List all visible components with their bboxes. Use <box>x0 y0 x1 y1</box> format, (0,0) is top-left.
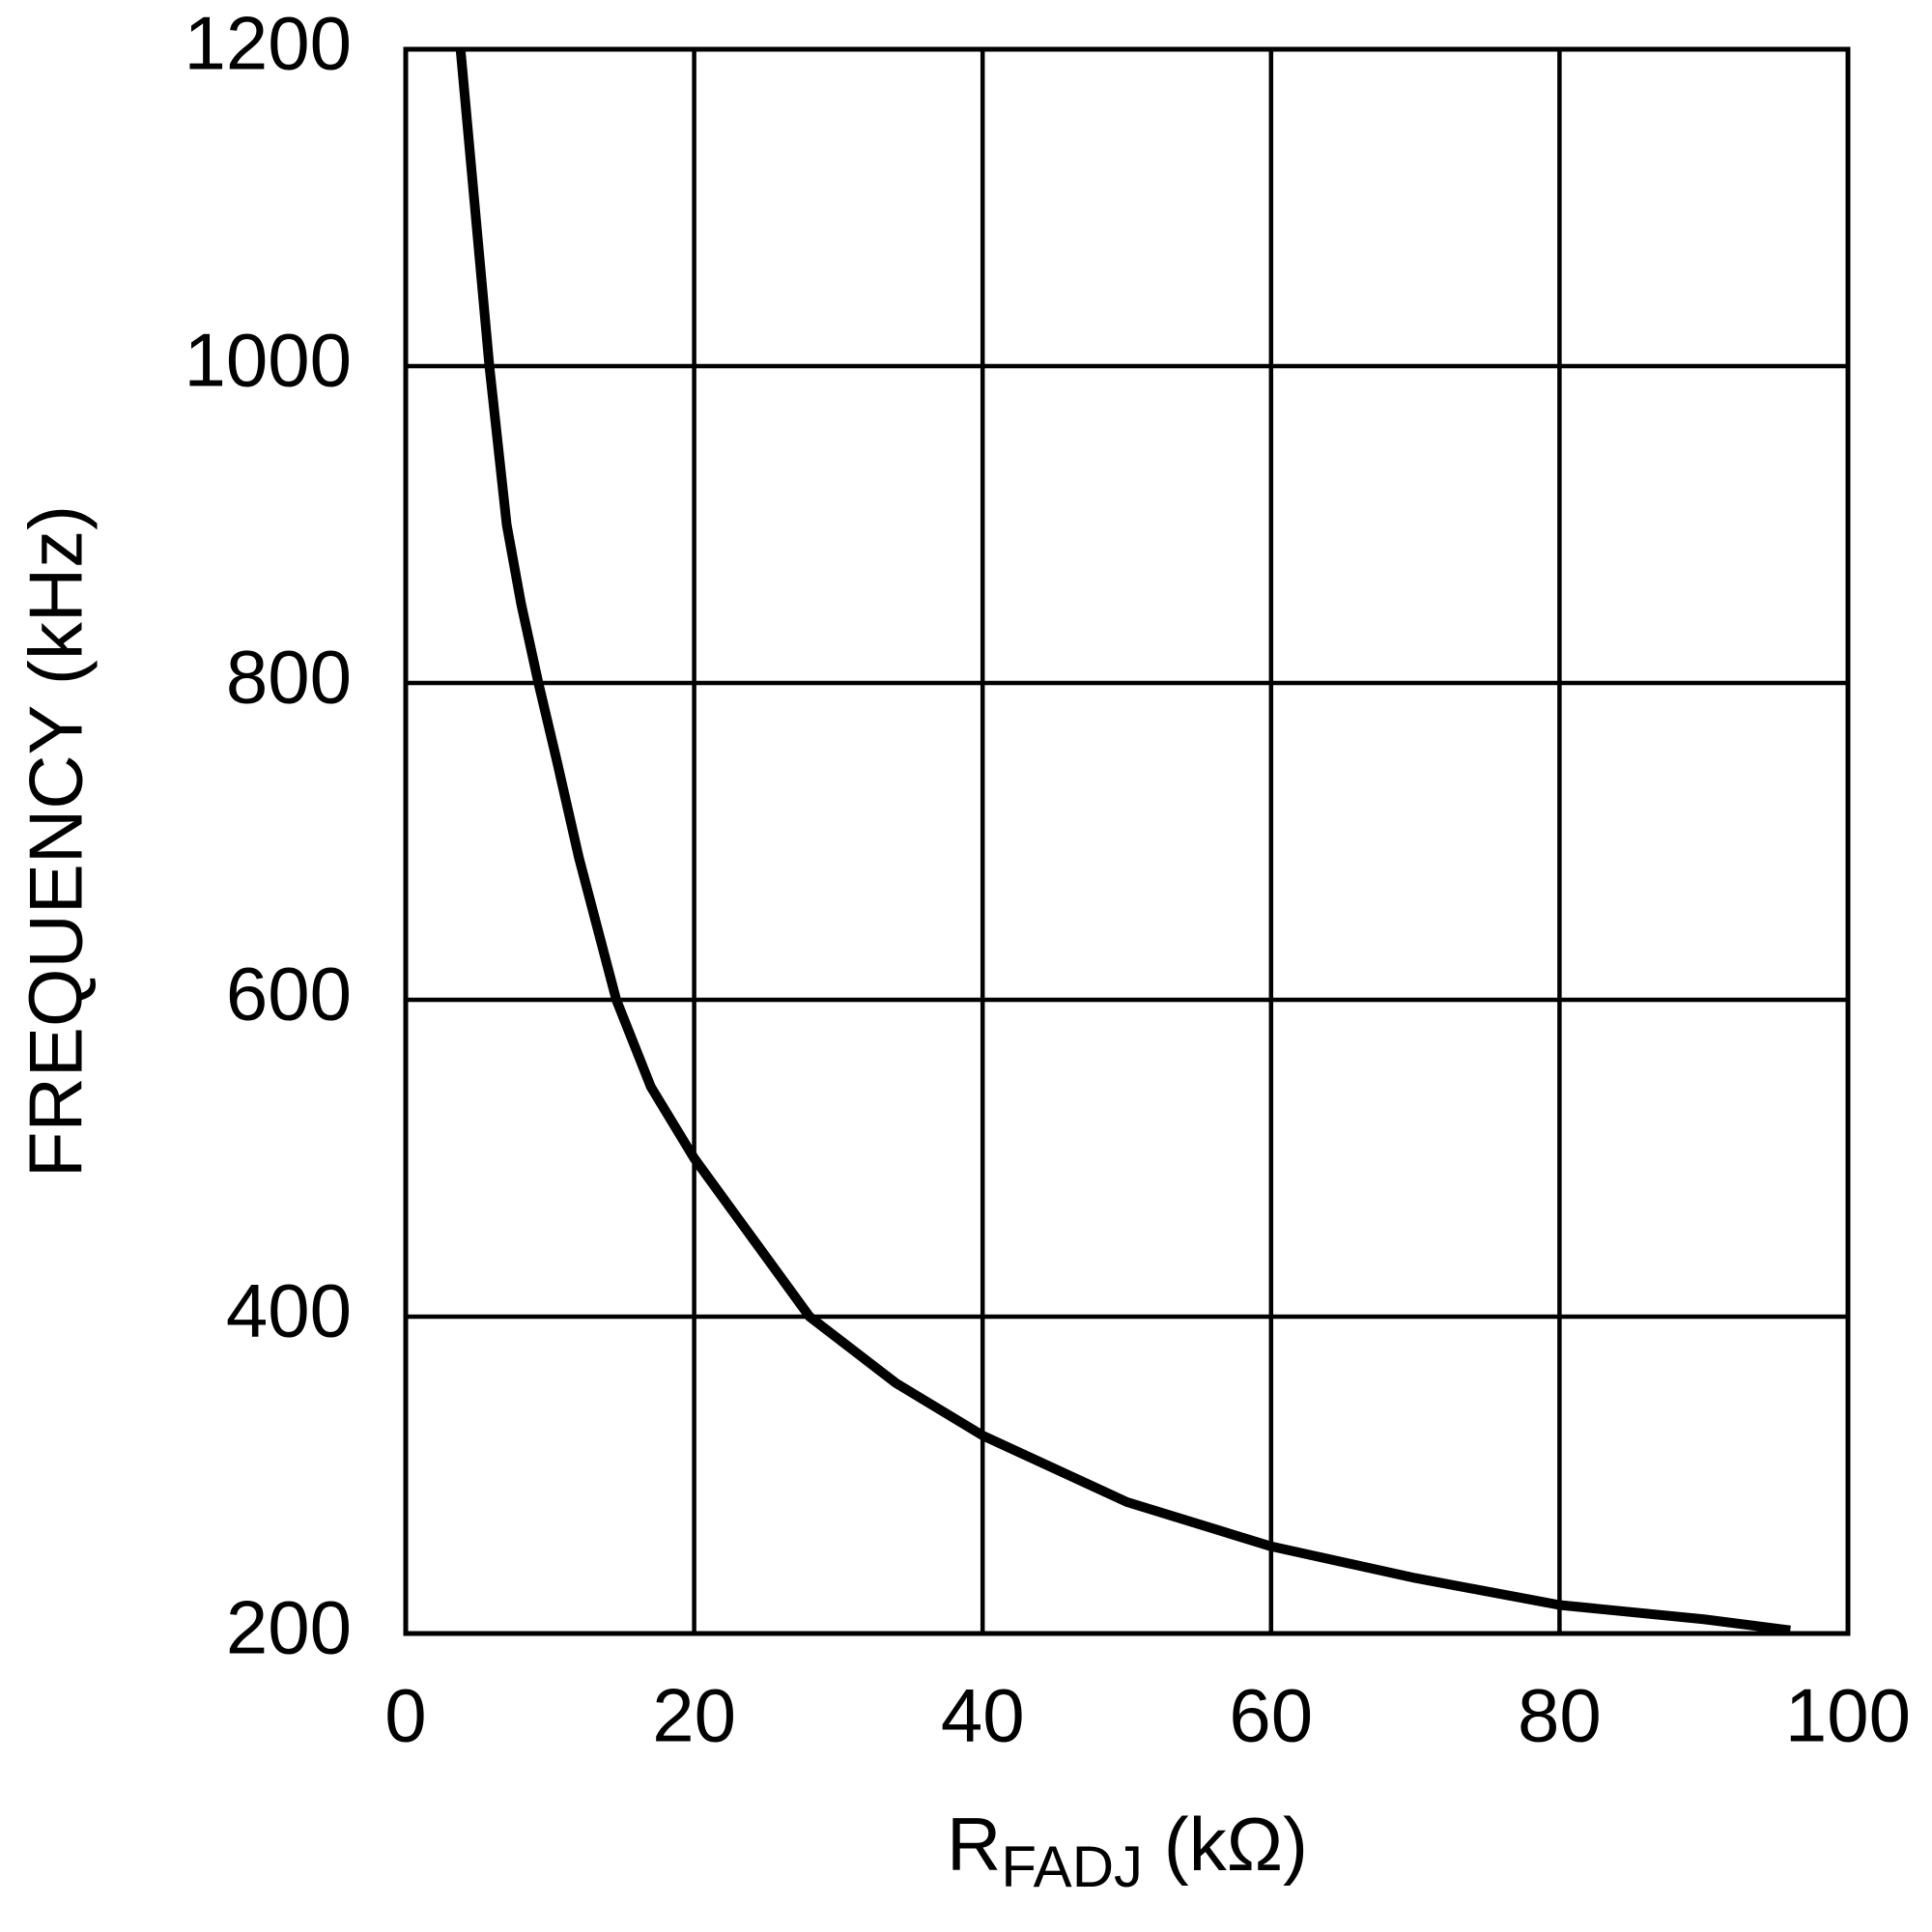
y-tick-label: 400 <box>226 1268 352 1353</box>
y-tick-label: 800 <box>226 635 352 720</box>
data-line <box>455 48 1791 1635</box>
y-tick-label: 1200 <box>184 1 352 86</box>
x-title-suffix: (kΩ) <box>1143 1802 1308 1887</box>
y-tick-label: 1000 <box>184 318 352 403</box>
x-axis-title: RFADJ (kΩ) <box>947 1802 1308 1899</box>
x-tick-label: 100 <box>1785 1673 1911 1758</box>
x-tick-label: 80 <box>1518 1673 1602 1758</box>
x-tick-label: 20 <box>652 1673 736 1758</box>
y-tick-label: 600 <box>226 952 352 1037</box>
x-title-subscript: FADJ <box>1001 1834 1143 1899</box>
x-tick-label: 40 <box>941 1673 1025 1758</box>
x-tick-label: 60 <box>1229 1673 1313 1758</box>
x-tick-label: 0 <box>384 1673 426 1758</box>
x-title-main: R <box>947 1802 1001 1887</box>
y-tick-label: 200 <box>226 1585 352 1670</box>
y-axis-title: FREQUENCY (kHz) <box>14 505 99 1178</box>
plot-frame <box>403 46 1851 1636</box>
